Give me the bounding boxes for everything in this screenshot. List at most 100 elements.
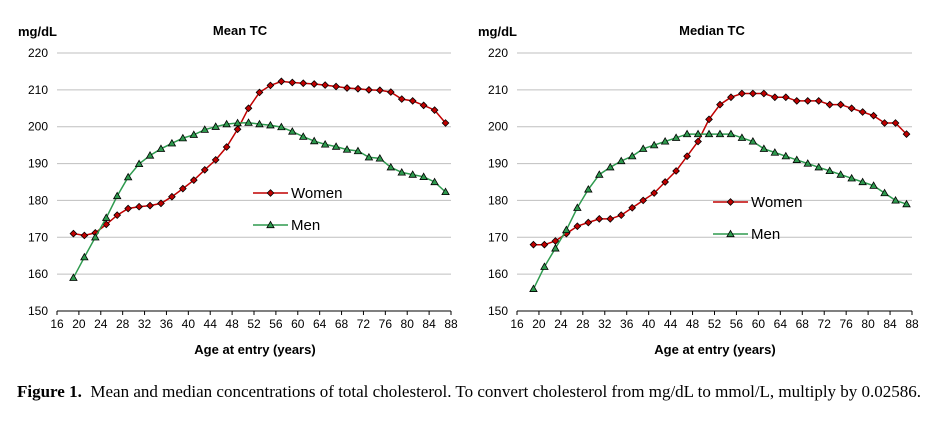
data-point-women xyxy=(749,89,757,98)
y-tick-label: 190 xyxy=(488,157,508,171)
x-tick-label: 52 xyxy=(708,317,722,331)
data-point-women xyxy=(770,93,779,102)
data-point-women xyxy=(211,156,220,164)
data-point-men xyxy=(748,137,758,145)
data-point-women xyxy=(332,82,340,91)
data-point-women xyxy=(705,115,713,124)
data-point-women xyxy=(157,199,165,208)
data-point-women xyxy=(354,84,362,93)
data-point-women xyxy=(375,86,384,95)
y-tick-label: 160 xyxy=(488,267,508,281)
data-point-men xyxy=(803,159,813,167)
data-point-men xyxy=(540,262,549,270)
x-tick-label: 48 xyxy=(686,317,700,331)
x-tick-label: 84 xyxy=(422,317,436,331)
data-point-women xyxy=(529,240,538,249)
data-point-women xyxy=(288,78,297,87)
y-tick-label: 190 xyxy=(28,157,48,171)
series-line-men xyxy=(532,133,907,290)
data-point-men xyxy=(902,199,911,208)
series-line-women xyxy=(73,80,447,237)
data-point-women xyxy=(902,130,911,138)
x-tick-label: 24 xyxy=(554,317,568,331)
x-tick-label: 28 xyxy=(116,317,130,331)
data-point-men xyxy=(419,172,428,180)
data-point-women xyxy=(386,88,395,96)
x-tick-label: 40 xyxy=(182,317,196,331)
x-tick-label: 56 xyxy=(269,317,283,331)
data-point-men xyxy=(397,168,407,176)
data-point-women xyxy=(397,95,406,103)
data-point-men xyxy=(255,119,264,128)
data-point-men xyxy=(101,213,111,221)
x-tick-label: 44 xyxy=(664,317,678,331)
data-point-men xyxy=(91,232,100,241)
data-point-women xyxy=(672,167,680,175)
y-tick-label: 180 xyxy=(28,193,48,207)
data-point-men xyxy=(189,130,199,138)
y-tick-label: 150 xyxy=(28,304,48,318)
y-unit-label: mg/dL xyxy=(18,24,57,39)
data-point-men xyxy=(649,140,659,149)
data-point-men xyxy=(222,119,231,128)
data-point-women xyxy=(441,119,450,127)
y-tick-label: 180 xyxy=(488,193,508,207)
data-point-men xyxy=(353,146,363,155)
legend-marker-women xyxy=(726,198,735,206)
data-point-women xyxy=(113,211,122,220)
data-point-men xyxy=(408,170,417,178)
x-tick-label: 80 xyxy=(861,317,875,331)
data-point-men xyxy=(671,133,681,141)
data-point-women xyxy=(694,137,702,146)
data-point-men xyxy=(682,129,692,138)
legend-marker-women xyxy=(266,189,275,197)
data-point-women xyxy=(343,84,351,92)
chart-title: Mean TC xyxy=(213,23,268,38)
x-tick-label: 24 xyxy=(94,317,108,331)
x-tick-label: 88 xyxy=(444,317,458,331)
x-tick-label: 72 xyxy=(818,317,832,331)
data-point-men xyxy=(693,129,703,138)
data-point-men xyxy=(320,139,330,148)
data-point-men xyxy=(167,138,177,147)
data-point-women xyxy=(266,81,275,90)
x-tick-label: 80 xyxy=(401,317,415,331)
data-point-men xyxy=(584,184,593,193)
data-point-women xyxy=(408,97,417,105)
data-point-men xyxy=(704,129,714,138)
y-tick-label: 220 xyxy=(488,46,508,60)
y-tick-label: 210 xyxy=(28,83,48,97)
x-tick-label: 36 xyxy=(620,317,634,331)
data-point-men xyxy=(605,162,615,171)
data-point-women xyxy=(814,97,823,105)
y-tick-label: 170 xyxy=(28,230,48,244)
data-point-women xyxy=(628,203,637,212)
data-point-men xyxy=(529,284,538,292)
data-point-women xyxy=(595,214,604,223)
figure-caption: Figure 1. Mean and median concentrations… xyxy=(17,381,922,403)
data-point-women xyxy=(69,229,78,238)
data-point-men xyxy=(156,144,166,152)
data-point-men xyxy=(825,166,834,175)
data-point-women xyxy=(792,97,801,105)
data-point-men xyxy=(69,273,78,281)
data-point-men xyxy=(759,144,769,152)
data-point-women xyxy=(365,85,373,94)
data-point-women xyxy=(606,214,615,223)
data-point-women xyxy=(825,100,834,109)
x-tick-label: 64 xyxy=(774,317,788,331)
data-point-women xyxy=(277,77,286,86)
y-unit-label: mg/dL xyxy=(478,24,517,39)
legend-marker-men xyxy=(266,220,275,229)
data-point-women xyxy=(836,100,845,109)
data-point-women xyxy=(683,152,691,161)
x-tick-label: 32 xyxy=(598,317,612,331)
data-point-men xyxy=(660,137,670,145)
data-point-men xyxy=(233,118,242,127)
data-point-women xyxy=(200,165,209,174)
data-point-men xyxy=(737,133,747,141)
data-point-men xyxy=(770,148,780,156)
data-point-men xyxy=(595,170,604,178)
x-tick-label: 56 xyxy=(730,317,744,331)
